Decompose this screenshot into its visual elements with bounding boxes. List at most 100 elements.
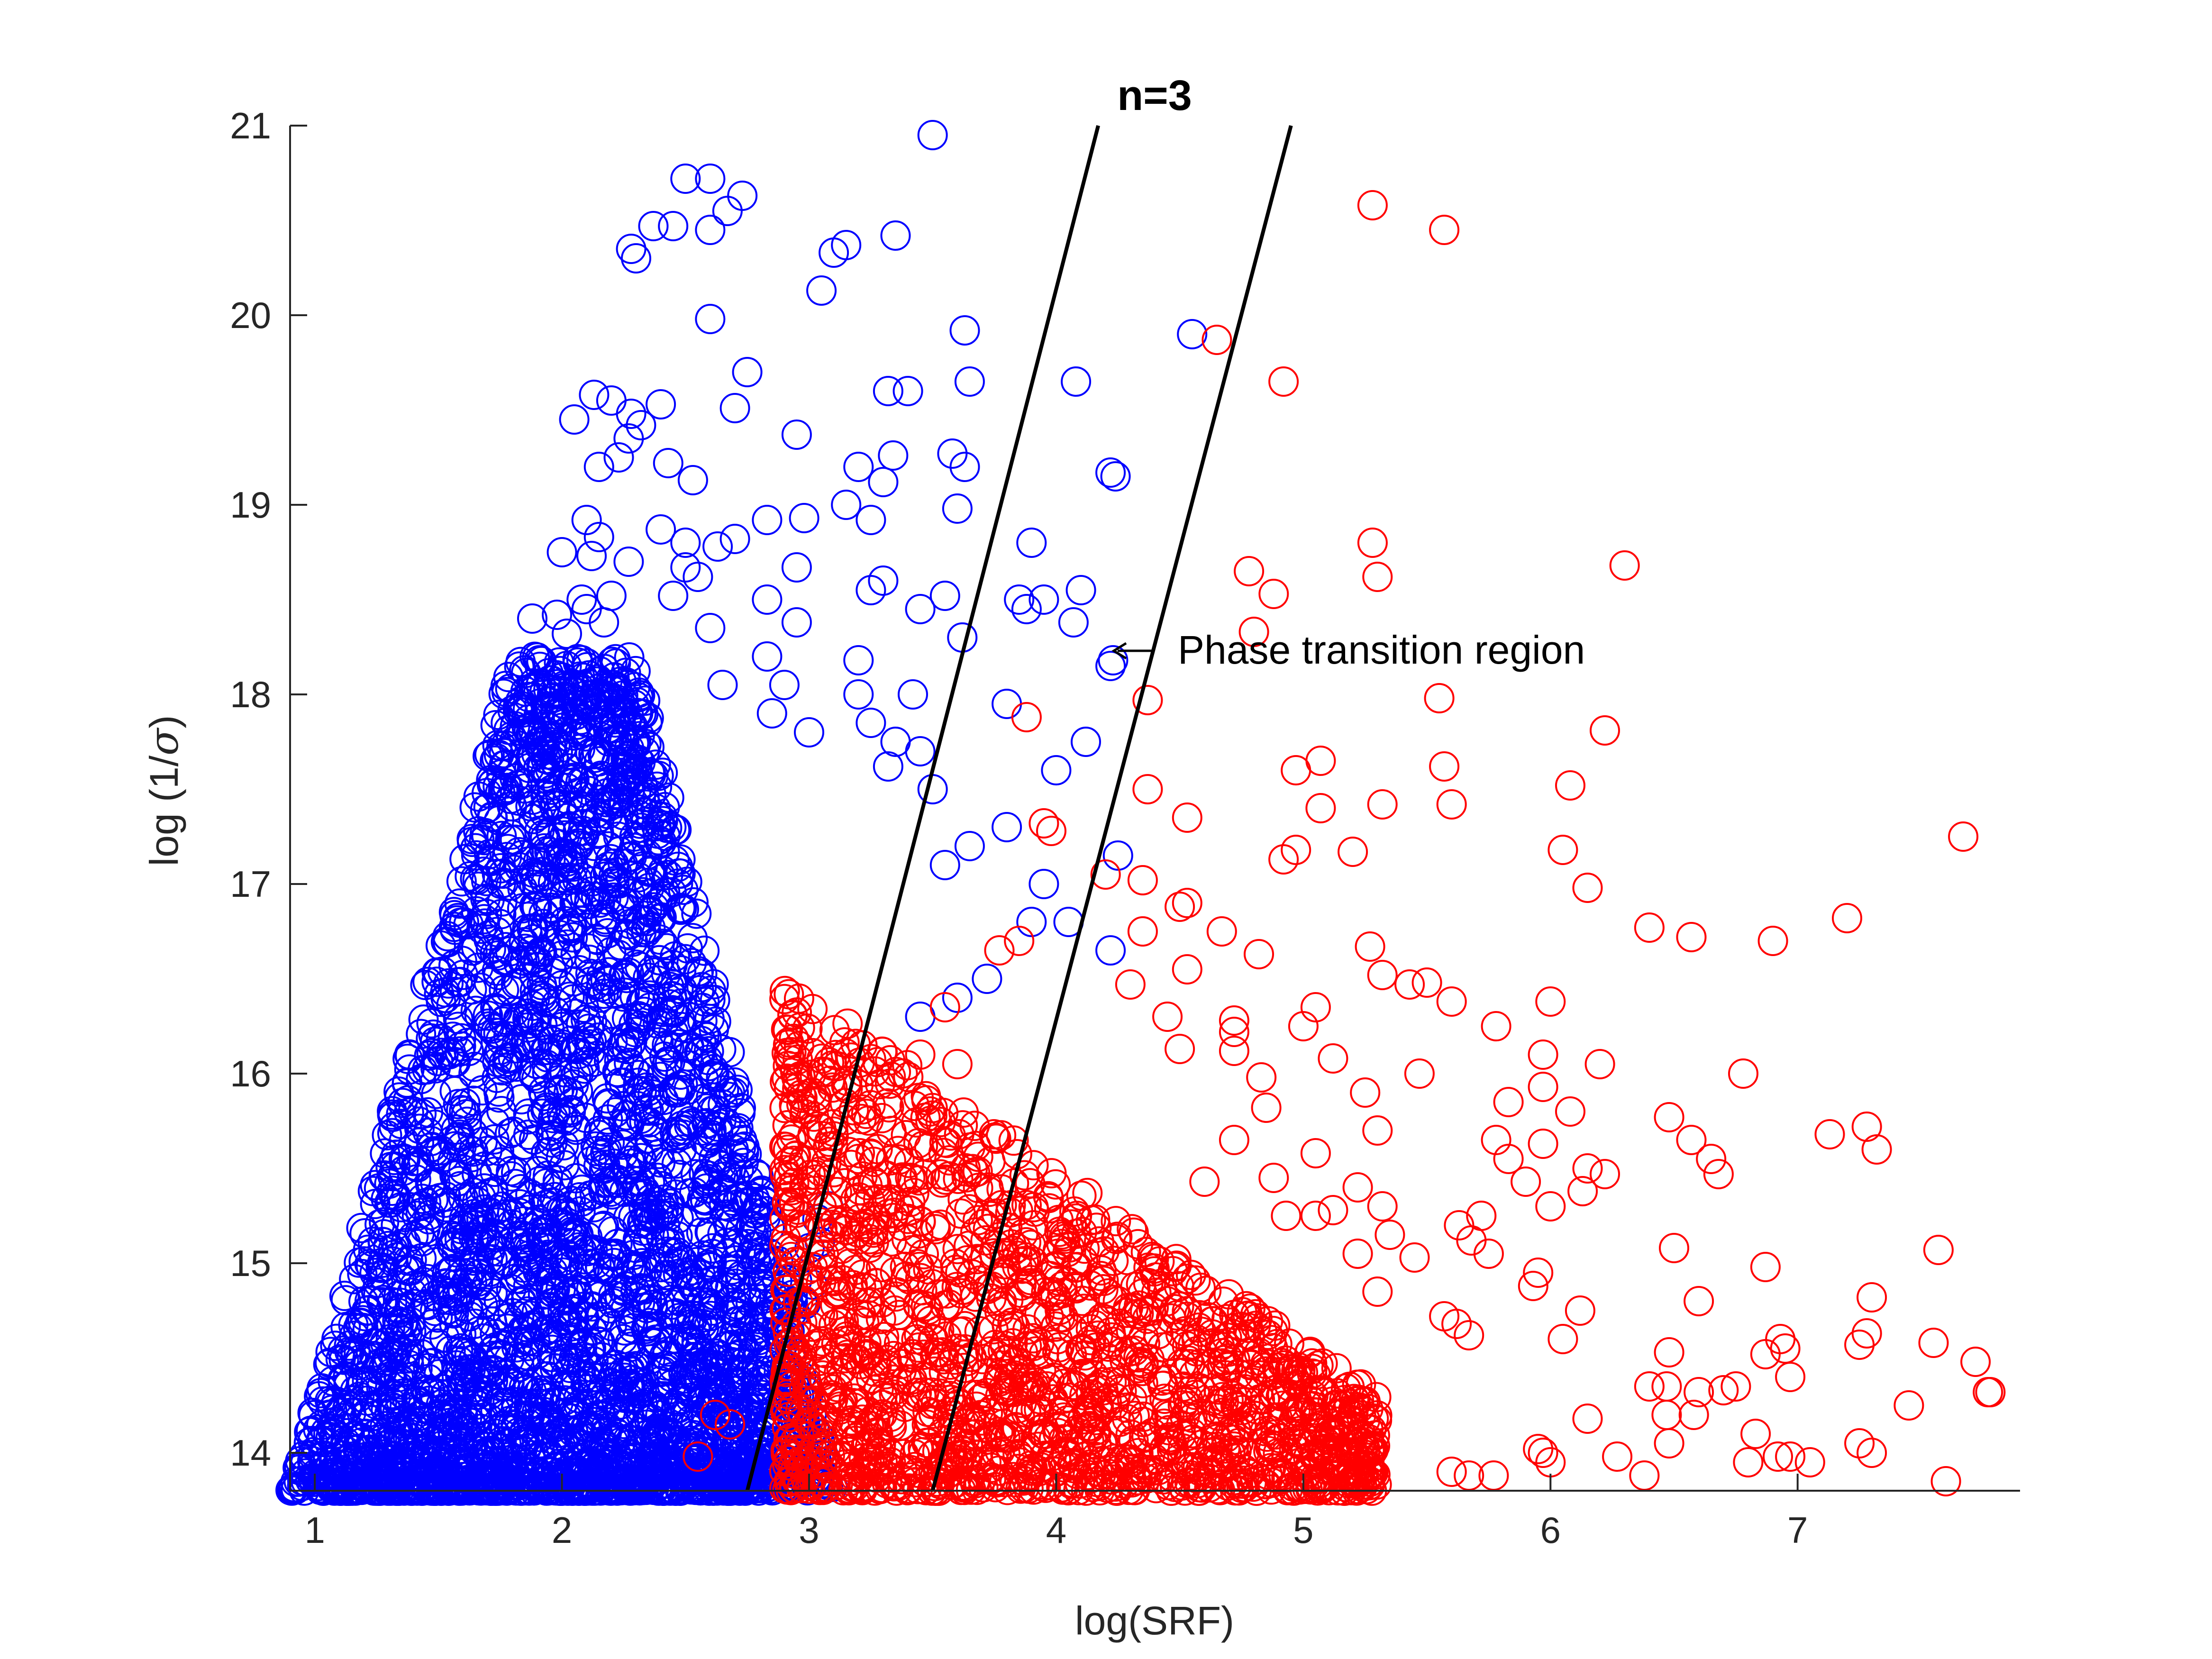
blue-point — [505, 1229, 536, 1259]
blue-point — [402, 1446, 433, 1477]
blue-point — [656, 969, 687, 999]
blue-point — [352, 1314, 383, 1345]
blue-point — [294, 1417, 325, 1448]
blue-point — [470, 1222, 501, 1253]
blue-point — [398, 1146, 429, 1176]
blue-point — [519, 1005, 549, 1036]
blue-point — [664, 1159, 694, 1190]
blue-point — [689, 1020, 720, 1051]
blue-point — [626, 1003, 656, 1034]
blue-point — [315, 1422, 346, 1452]
blue-point — [499, 726, 530, 757]
blue-point — [500, 1168, 530, 1199]
red-point — [1007, 1281, 1038, 1312]
blue-point — [530, 1190, 561, 1221]
blue-point — [309, 1440, 340, 1471]
blue-point — [592, 1135, 622, 1165]
blue-point — [639, 1203, 670, 1234]
blue-point — [464, 1316, 494, 1347]
blue-point — [539, 1353, 570, 1384]
blue-point — [344, 1247, 374, 1278]
blue-point — [614, 1022, 645, 1052]
blue-point — [565, 704, 596, 735]
red-point — [769, 975, 800, 1006]
red-point — [903, 1218, 934, 1249]
blue-point — [376, 1337, 407, 1367]
red-point — [779, 1168, 810, 1199]
blue-point — [513, 1243, 544, 1274]
red-point — [1152, 1389, 1183, 1420]
blue-point — [519, 862, 550, 893]
blue-point — [501, 969, 531, 999]
blue-point — [656, 1369, 687, 1400]
red-point — [773, 1050, 803, 1081]
blue-point — [443, 1089, 473, 1120]
blue-point — [343, 1313, 373, 1343]
blue-point — [537, 1334, 567, 1365]
blue-point — [674, 1110, 705, 1141]
blue-point — [549, 1150, 580, 1181]
blue-point — [539, 1346, 570, 1377]
blue-point — [640, 1426, 671, 1457]
blue-point — [488, 1006, 519, 1037]
blue-point — [543, 948, 573, 979]
blue-point — [687, 1308, 718, 1339]
blue-point — [392, 1043, 423, 1074]
red-point — [875, 1045, 906, 1076]
red-point — [797, 994, 828, 1024]
blue-point — [631, 1256, 662, 1287]
blue-point — [632, 839, 663, 870]
red-point — [836, 1405, 867, 1436]
blue-point — [676, 948, 707, 978]
blue-point — [728, 1305, 759, 1336]
blue-point — [710, 1157, 741, 1187]
blue-point — [496, 1161, 527, 1192]
blue-point — [640, 1086, 671, 1117]
blue-point — [584, 746, 614, 777]
blue-point — [452, 1028, 483, 1058]
blue-point — [577, 695, 607, 726]
blue-point — [416, 1309, 447, 1340]
blue-point — [390, 1145, 421, 1176]
blue-point — [450, 1230, 481, 1260]
blue-point — [595, 1396, 626, 1427]
blue-point — [592, 1441, 623, 1472]
blue-point — [342, 1445, 373, 1476]
red-point — [1012, 1314, 1043, 1345]
red-point — [1081, 1429, 1112, 1460]
red-point — [773, 1015, 803, 1045]
red-point — [815, 1254, 846, 1285]
red-point — [1138, 1292, 1169, 1323]
blue-point — [431, 1437, 462, 1468]
blue-point — [610, 1153, 641, 1184]
blue-point — [526, 857, 557, 887]
red-point — [1130, 1237, 1161, 1267]
blue-point — [623, 1465, 654, 1495]
blue-point — [528, 1233, 559, 1264]
blue-point — [659, 1435, 690, 1466]
blue-point — [628, 796, 659, 827]
red-point — [942, 1234, 973, 1265]
blue-point — [527, 766, 558, 797]
red-point — [1009, 1473, 1039, 1504]
blue-point — [363, 1267, 393, 1298]
blue-point — [430, 983, 461, 1013]
red-point — [830, 1343, 861, 1374]
blue-point — [503, 696, 533, 727]
blue-point — [546, 940, 577, 971]
red-point — [820, 1039, 851, 1070]
blue-point — [590, 904, 620, 935]
blue-point — [468, 857, 499, 887]
red-point — [1238, 1471, 1268, 1502]
blue-point — [541, 989, 572, 1019]
blue-point — [408, 1267, 438, 1297]
red-point — [874, 1453, 905, 1484]
blue-point — [567, 1327, 598, 1358]
blue-point — [358, 1329, 389, 1359]
red-point — [835, 1248, 865, 1279]
blue-point — [394, 1349, 424, 1380]
red-point — [981, 1230, 1011, 1261]
red-point — [780, 1441, 811, 1472]
blue-point — [611, 1100, 642, 1130]
